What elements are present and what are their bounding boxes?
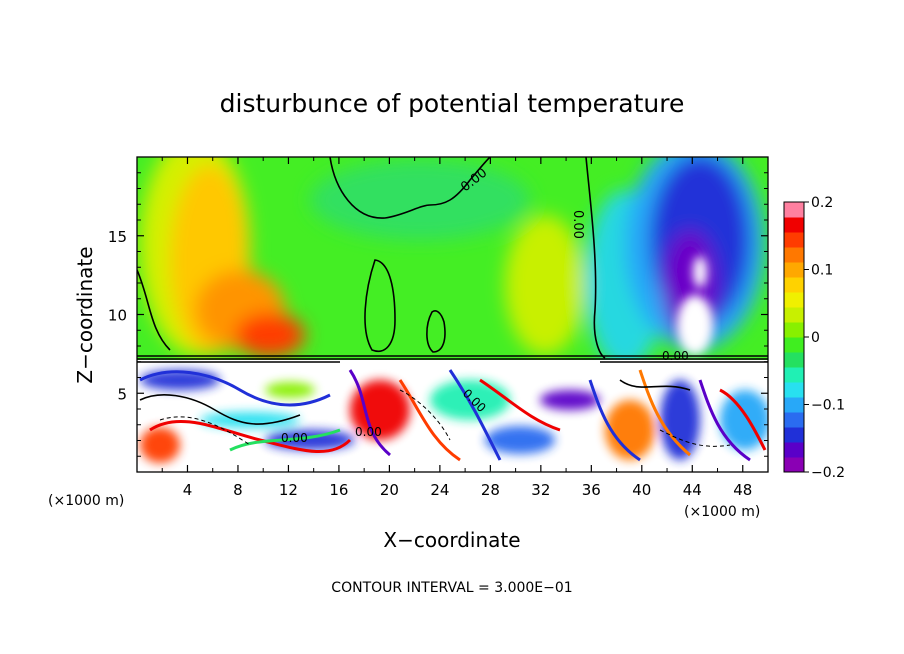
x-tick-label: 48: [733, 481, 752, 499]
colorbar-band: [784, 457, 804, 473]
x-tick-label: 28: [481, 481, 500, 499]
y-tick-label: 10: [108, 307, 127, 325]
colorbar-tick-label: 0: [811, 330, 820, 346]
colorbar-tick-label: −0.1: [811, 398, 845, 414]
colorbar-tick-label: 0.1: [811, 263, 833, 279]
colorbar-band: [784, 427, 804, 443]
colorbar-band: [784, 397, 804, 413]
y-axis: 5 10 15: [108, 172, 768, 457]
colorbar-band: [784, 292, 804, 308]
x-tick-label: 24: [430, 481, 449, 499]
contour-label: 0.00: [281, 431, 308, 445]
colorbar-tick-label: −0.2: [811, 465, 845, 481]
colorbar-band: [784, 217, 804, 233]
x-axis-label: X−coordinate: [383, 528, 520, 552]
x-axis: 4 8 12 16 20 24 28 32 36 40 44 48: [161, 157, 752, 499]
x-tick-label: 32: [531, 481, 550, 499]
colorbar-band: [784, 367, 804, 383]
contour-label: 0.00: [355, 425, 382, 439]
colorbar-band: [784, 382, 804, 398]
y-tick-label: 5: [117, 385, 127, 403]
x-tick-label: 4: [183, 481, 193, 499]
x-tick-label: 40: [632, 481, 651, 499]
colorbar-band: [784, 277, 804, 293]
contour-label: 0.00: [662, 349, 689, 363]
colorbar-band: [784, 262, 804, 278]
x-tick-label: 36: [582, 481, 601, 499]
colorbar-band: [784, 247, 804, 263]
x-unit-right: (×1000 m): [684, 504, 760, 520]
colorbar-ticks: 0.2 0.1 0 −0.1 −0.2: [804, 195, 845, 481]
colorbar-band: [784, 442, 804, 458]
y-tick-label: 15: [108, 228, 127, 246]
heatmap-field: [137, 157, 768, 472]
contour-label: 0.00: [570, 210, 585, 239]
colorbar-band: [784, 337, 804, 353]
x-unit-left: (×1000 m): [48, 493, 124, 509]
colorbar-tick-label: 0.2: [811, 195, 833, 211]
x-tick-label: 12: [279, 481, 298, 499]
x-tick-label: 8: [233, 481, 243, 499]
chart-title: disturbunce of potential temperature: [220, 89, 685, 118]
x-tick-label: 44: [683, 481, 702, 499]
colorbar-band: [784, 322, 804, 338]
y-axis-label: Z−coordinate: [73, 246, 97, 383]
x-tick-label: 20: [380, 481, 399, 499]
colorbar-band: [784, 412, 804, 428]
colorbar-band: [784, 307, 804, 323]
colorbar: [784, 202, 804, 473]
colorbar-band: [784, 202, 804, 218]
x-tick-label: 16: [329, 481, 348, 499]
contour-interval-label: CONTOUR INTERVAL = 3.000E−01: [331, 580, 572, 596]
colorbar-band: [784, 352, 804, 368]
colorbar-band: [784, 232, 804, 248]
